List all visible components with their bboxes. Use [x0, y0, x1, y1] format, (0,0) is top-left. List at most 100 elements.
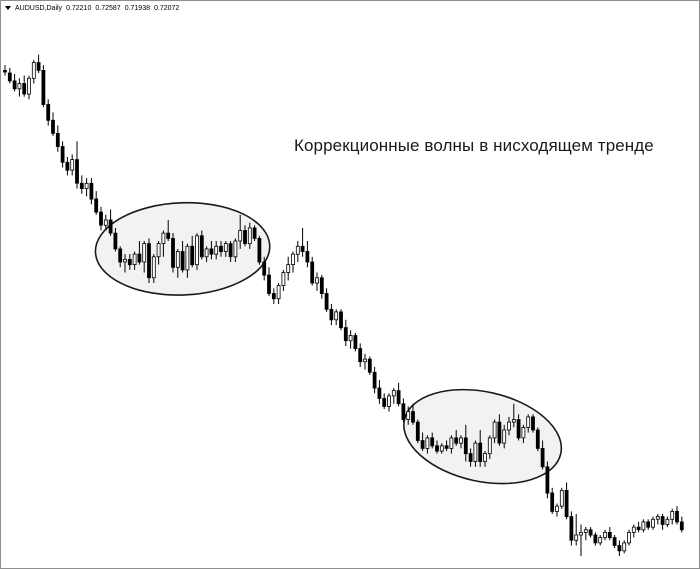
candle-body-bearish — [94, 198, 99, 213]
candle-body-bearish — [79, 182, 84, 190]
candle-body-bearish — [41, 70, 46, 105]
candle — [36, 54, 41, 73]
candle — [295, 241, 300, 262]
candle — [367, 356, 372, 375]
candle — [348, 330, 353, 349]
candle — [540, 440, 545, 470]
candle — [651, 516, 655, 530]
candle-body-bullish — [132, 253, 137, 266]
candle — [17, 78, 22, 97]
candle-body-bearish — [420, 440, 425, 449]
highlight-ellipse-correction-2 — [403, 388, 563, 485]
candle-body-bearish — [463, 437, 468, 455]
candle-body-bullish — [425, 437, 430, 449]
candle-body-bearish — [108, 219, 113, 234]
candle-body-bearish — [329, 308, 334, 321]
candle-body-bearish — [550, 492, 555, 512]
candle-body-bullish — [348, 335, 353, 342]
candle-body-bearish — [89, 182, 94, 200]
candle — [3, 65, 7, 76]
candle — [358, 343, 363, 367]
candle-body-bearish — [180, 251, 185, 271]
dropdown-triangle-icon[interactable] — [5, 6, 11, 10]
candle-body-bullish — [286, 264, 291, 273]
candle-body-bearish — [382, 398, 387, 407]
candle-body-bullish — [315, 277, 319, 284]
candle-body-bullish — [555, 505, 559, 512]
candle — [161, 230, 166, 257]
candle-body-bearish — [300, 245, 305, 253]
candle-body-bullish — [507, 421, 511, 431]
candle-body-bullish — [391, 390, 396, 397]
candle — [156, 241, 161, 265]
candle — [449, 435, 454, 454]
candle-body-bullish — [70, 159, 75, 171]
candle — [300, 227, 305, 257]
candle — [483, 451, 487, 467]
candle — [646, 519, 651, 530]
candle — [65, 157, 70, 176]
candle-body-bullish — [449, 437, 454, 449]
candle — [219, 241, 223, 257]
candle — [425, 435, 430, 454]
candle — [444, 440, 449, 451]
candle-body-bearish — [209, 248, 214, 255]
candle — [334, 309, 339, 325]
candle — [569, 511, 574, 546]
candle-body-bearish — [545, 466, 550, 494]
candle — [267, 267, 271, 297]
candle — [271, 288, 276, 304]
candle — [511, 403, 516, 428]
candle — [99, 206, 103, 231]
candle-body-bullish — [665, 518, 670, 525]
candle — [574, 514, 579, 546]
candle-body-bearish — [65, 161, 70, 171]
candle — [406, 406, 411, 425]
candle — [79, 175, 84, 194]
candle-body-bearish — [372, 371, 377, 389]
candle — [324, 288, 329, 312]
candle-body-bullish — [631, 526, 636, 533]
candle — [396, 382, 401, 407]
candle — [70, 154, 75, 176]
candle-body-bearish — [319, 277, 324, 294]
candle-body-bearish — [60, 146, 65, 163]
candle-body-bullish — [583, 529, 588, 533]
candle — [627, 529, 631, 546]
candle-body-bearish — [497, 421, 502, 444]
candle — [670, 508, 675, 525]
chart-header: AUDUSD,Daily 0.72210 0.72587 0.71938 0.7… — [5, 3, 179, 13]
candle-body-bullish — [142, 243, 147, 263]
candle-body-bullish — [233, 240, 238, 258]
candle-body-bullish — [459, 437, 463, 444]
candle — [276, 283, 281, 304]
candle — [233, 238, 238, 262]
candle-body-bearish — [454, 437, 459, 444]
candle-body-bearish — [478, 442, 483, 462]
candle-body-bearish — [588, 529, 593, 536]
candle-body-bearish — [617, 545, 622, 552]
candle-body-bearish — [51, 119, 55, 134]
candle-body-bearish — [411, 411, 415, 423]
candle-body-bearish — [646, 521, 651, 528]
candle — [415, 419, 420, 444]
candle — [180, 241, 185, 273]
candle — [387, 393, 391, 412]
candle-body-bearish — [607, 532, 612, 539]
candle-body-bullish — [483, 453, 487, 462]
candle — [75, 141, 79, 189]
candle-body-bearish — [243, 230, 247, 245]
candle-body-bearish — [435, 445, 439, 452]
candle-body-bearish — [199, 235, 204, 258]
candle-body-bullish — [670, 510, 675, 520]
candle-body-bullish — [574, 534, 579, 541]
candle-body-bearish — [55, 132, 60, 147]
candle-body-bearish — [118, 248, 123, 263]
candle-body-bearish — [137, 253, 142, 263]
candle-body-bearish — [468, 453, 473, 462]
candle — [113, 227, 118, 252]
candle — [363, 353, 367, 370]
candle — [526, 414, 531, 433]
candle — [435, 440, 439, 454]
